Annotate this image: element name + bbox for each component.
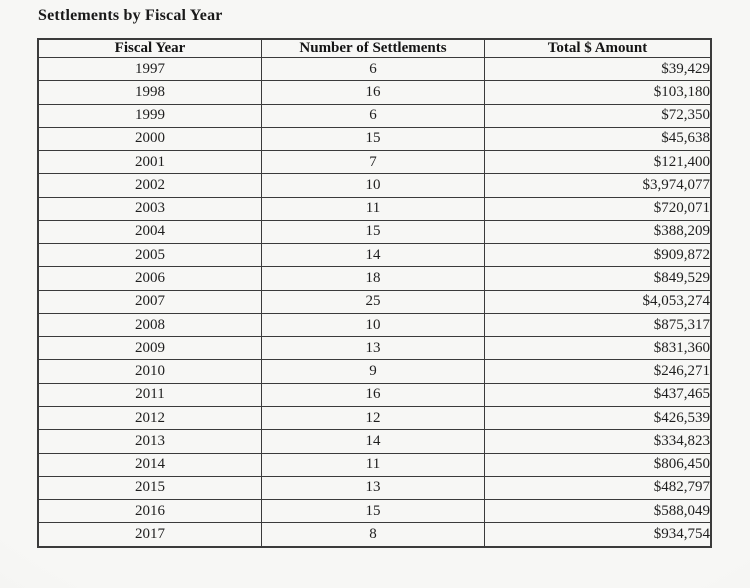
total-amount-cell: $720,071 [484,196,712,221]
total-amount-cell: $588,049 [484,499,712,524]
table-row: 2005 14 $909,872 [37,243,712,268]
fiscal-year-cell: 2016 [37,499,262,524]
fiscal-year-cell: 2001 [37,150,262,175]
fiscal-year-cell: 2005 [37,243,262,268]
settlement-count-cell: 9 [261,359,485,384]
fiscal-year-cell: 2004 [37,219,262,245]
total-amount-cell: $934,754 [484,522,712,548]
settlement-count-cell: 13 [261,475,485,501]
settlement-count-cell: 15 [261,219,485,245]
fiscal-year-cell: 2010 [37,359,262,384]
total-amount-cell: $45,638 [484,126,712,152]
settlement-count-cell: 14 [261,429,485,454]
fiscal-year-cell: 2002 [37,173,262,198]
fiscal-year-cell: 2011 [37,382,262,407]
table-row: 2010 9 $246,271 [37,359,712,384]
column-header-fiscal-year: Fiscal Year [37,38,262,58]
settlement-count-cell: 6 [261,56,485,82]
total-amount-cell: $121,400 [484,150,712,175]
settlement-count-cell: 11 [261,196,485,221]
table-body: 1997 6 $39,429 1998 16 $103,180 1999 6 $… [37,56,712,548]
table-header: Fiscal Year Number of Settlements Total … [37,38,712,58]
total-amount-cell: $388,209 [484,219,712,245]
total-amount-cell: $4,053,274 [484,289,712,314]
table-row: 2006 18 $849,529 [37,266,712,291]
table-row: 2002 10 $3,974,077 [37,173,712,198]
fiscal-year-cell: 1998 [37,80,262,105]
page-title: Settlements by Fiscal Year [38,7,223,24]
fiscal-year-cell: 2003 [37,196,262,221]
fiscal-year-cell: 2014 [37,452,262,477]
fiscal-year-cell: 1997 [37,56,262,82]
table-row: 2011 16 $437,465 [37,382,712,407]
table-row: 2013 14 $334,823 [37,429,712,454]
fiscal-year-cell: 2013 [37,429,262,454]
table-header-row: Fiscal Year Number of Settlements Total … [37,38,712,58]
table-row: 2012 12 $426,539 [37,405,712,431]
total-amount-cell: $39,429 [484,56,712,82]
total-amount-cell: $482,797 [484,475,712,501]
fiscal-year-cell: 2008 [37,312,262,338]
settlement-count-cell: 12 [261,405,485,431]
settlement-count-cell: 15 [261,126,485,152]
fiscal-year-cell: 2009 [37,336,262,361]
table-row: 2008 10 $875,317 [37,312,712,338]
total-amount-cell: $437,465 [484,382,712,407]
table-row: 1999 6 $72,350 [37,103,712,128]
table-row: 2015 13 $482,797 [37,475,712,501]
table-row: 2007 25 $4,053,274 [37,289,712,314]
settlement-count-cell: 6 [261,103,485,128]
settlement-count-cell: 14 [261,243,485,268]
column-header-number-of-settlements: Number of Settlements [261,38,485,58]
table-row: 2001 7 $121,400 [37,150,712,175]
settlement-count-cell: 10 [261,312,485,338]
total-amount-cell: $246,271 [484,359,712,384]
table-row: 2004 15 $388,209 [37,219,712,245]
total-amount-cell: $3,974,077 [484,173,712,198]
total-amount-cell: $72,350 [484,103,712,128]
total-amount-cell: $426,539 [484,405,712,431]
settlement-count-cell: 13 [261,336,485,361]
table-row: 1997 6 $39,429 [37,56,712,82]
fiscal-year-cell: 2015 [37,475,262,501]
total-amount-cell: $875,317 [484,312,712,338]
settlement-count-cell: 18 [261,266,485,291]
total-amount-cell: $334,823 [484,429,712,454]
table-row: 1998 16 $103,180 [37,80,712,105]
settlements-table: Fiscal Year Number of Settlements Total … [37,38,712,548]
settlement-count-cell: 11 [261,452,485,477]
fiscal-year-cell: 1999 [37,103,262,128]
settlement-count-cell: 15 [261,499,485,524]
settlement-count-cell: 16 [261,382,485,407]
column-header-total-amount: Total $ Amount [484,38,712,58]
table-row: 2014 11 $806,450 [37,452,712,477]
table-row: 2003 11 $720,071 [37,196,712,221]
settlement-count-cell: 25 [261,289,485,314]
total-amount-cell: $831,360 [484,336,712,361]
fiscal-year-cell: 2000 [37,126,262,152]
fiscal-year-cell: 2007 [37,289,262,314]
fiscal-year-cell: 2006 [37,266,262,291]
table-row: 2000 15 $45,638 [37,126,712,152]
total-amount-cell: $806,450 [484,452,712,477]
table-row: 2017 8 $934,754 [37,522,712,548]
fiscal-year-cell: 2017 [37,522,262,548]
table-row: 2009 13 $831,360 [37,336,712,361]
settlement-count-cell: 10 [261,173,485,198]
settlement-count-cell: 8 [261,522,485,548]
total-amount-cell: $103,180 [484,80,712,105]
total-amount-cell: $909,872 [484,243,712,268]
fiscal-year-cell: 2012 [37,405,262,431]
settlement-count-cell: 16 [261,80,485,105]
table-row: 2016 15 $588,049 [37,499,712,524]
settlement-count-cell: 7 [261,150,485,175]
total-amount-cell: $849,529 [484,266,712,291]
